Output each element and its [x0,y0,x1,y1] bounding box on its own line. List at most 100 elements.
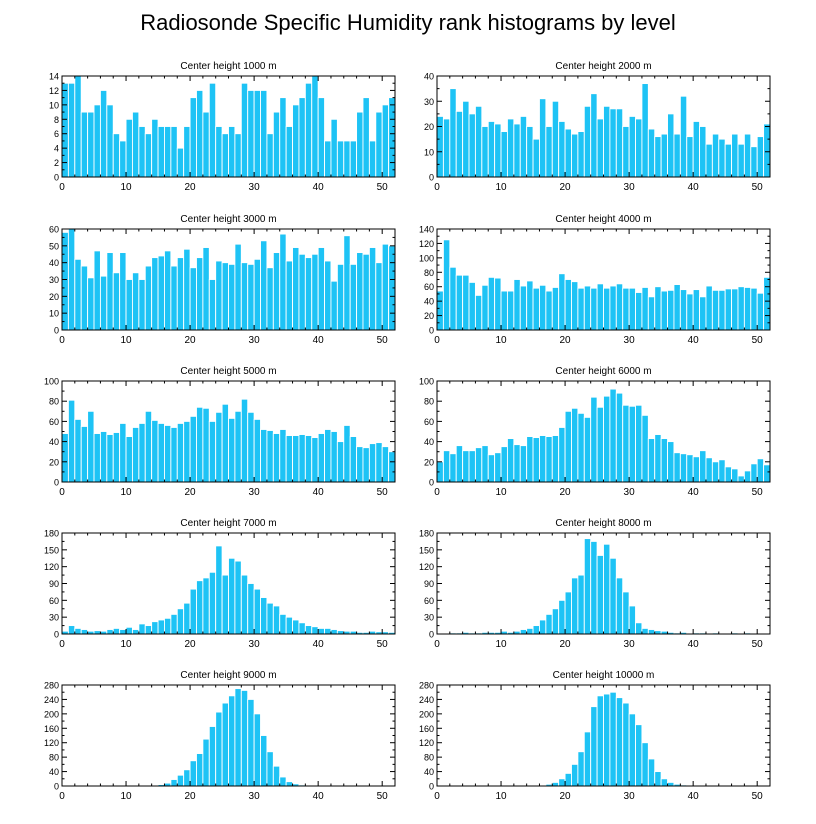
histogram-bar [449,266,457,331]
x-tick-label: 0 [434,639,440,650]
x-tick-label: 40 [688,335,700,346]
histogram-bar [272,433,281,483]
histogram-bar [349,140,358,178]
histogram-bar [176,608,185,635]
panel-4: Center height 4000 m 0 10 20 30 40 50 0 20 40 60 80… [419,214,771,346]
histogram-bar [144,410,153,483]
histogram-bar [67,82,76,178]
panel-title: Center height 4000 m [555,214,651,225]
histogram-bar [526,126,534,178]
histogram-bar [583,538,592,635]
x-tick-label: 30 [249,791,261,802]
histogram-bar [628,605,636,635]
histogram-bar [679,453,688,483]
histogram-bar [667,441,675,483]
histogram-bar [221,262,229,331]
histogram-bar [183,769,191,787]
histogram-bar [61,231,69,331]
histogram-bar [539,435,547,483]
histogram-bar [564,772,572,787]
x-tick-label: 10 [120,791,132,802]
histogram-bar [253,89,261,178]
histogram-bar [170,126,178,178]
histogram-bar [99,431,108,483]
y-tick-label: 40 [424,767,434,777]
histogram-bar [176,257,185,331]
histogram-bar [506,290,515,331]
histogram-bar [609,285,617,331]
y-tick-label: 0 [54,782,59,792]
x-tick-label: 20 [185,182,197,193]
histogram-bar [481,445,489,483]
histogram-bar [558,120,566,178]
histogram-bar [622,126,630,178]
y-tick-label: 6 [54,129,59,139]
panel-7: Center height 7000 m 0 10 20 30 40 50 0 30 60 90 12… [44,518,396,650]
histogram-bar [500,131,508,178]
histogram-bar [500,290,508,331]
histogram-bar [164,126,172,178]
histogram-bar [330,280,338,331]
x-tick-label: 0 [434,791,440,802]
panel-title: Center height 5000 m [180,366,276,377]
histogram-bar [215,711,223,787]
histogram-bar [119,140,127,178]
histogram-bar [564,591,572,635]
x-tick-label: 20 [185,791,197,802]
y-tick-label: 200 [44,709,59,719]
histogram-bar [221,133,229,178]
histogram-bar [615,108,624,178]
x-tick-label: 10 [495,639,507,650]
histogram-bar [170,779,178,787]
y-tick-label: 60 [424,596,434,606]
histogram-bar [532,138,540,178]
histogram-bar [577,131,585,178]
y-tick-label: 280 [419,681,434,691]
y-tick-label: 80 [49,753,59,763]
histogram-bar [635,118,643,178]
histogram-bar [603,105,611,178]
histogram-bar [539,284,547,331]
histogram-bar [692,289,701,331]
histogram-bar [583,105,592,178]
histogram-bar [266,602,274,635]
histogram-bar [667,289,675,331]
x-tick-label: 30 [624,791,636,802]
y-tick-label: 0 [429,326,434,336]
histogram-bar [494,452,502,483]
histogram-bar [93,104,101,178]
histogram-bar [756,292,765,331]
histogram-bar [481,284,489,331]
histogram-bar [202,577,210,635]
histogram-bar [266,430,274,483]
histogram-bar [74,627,82,635]
panel-title: Center height 6000 m [555,366,651,377]
histogram-bar [228,557,236,635]
histogram-bar [711,289,720,331]
x-tick-label: 0 [434,182,440,193]
x-tick-label: 20 [560,335,572,346]
histogram-bar [506,438,515,483]
histogram-bar [272,111,281,178]
histogram-bar [196,89,204,178]
panel-6: Center height 6000 m 0 10 20 30 40 50 0 20 40 60 80… [419,366,771,498]
histogram-bar [506,118,515,178]
panel-9: Center height 9000 m 0 10 20 30 40 50 0 40 80 120 1… [44,670,396,802]
histogram-bar [215,411,223,483]
histogram-bar [317,247,325,331]
histogram-bar [343,140,351,178]
y-tick-label: 60 [49,417,59,427]
histogram-bar [551,100,560,178]
y-tick-label: 20 [49,457,59,467]
panel-10: Center height 10000 m 0 10 20 30 40 50 0 40 80 120… [419,670,771,802]
histogram-bar [571,577,579,635]
x-tick-label: 10 [495,487,507,498]
histogram-bar [705,285,713,331]
y-tick-label: 0 [54,630,59,640]
histogram-bar [615,283,624,331]
histogram-bar [240,574,249,635]
histogram-bar [311,626,319,635]
x-tick-label: 0 [59,335,65,346]
x-tick-label: 40 [688,639,700,650]
y-tick-label: 150 [419,545,434,555]
